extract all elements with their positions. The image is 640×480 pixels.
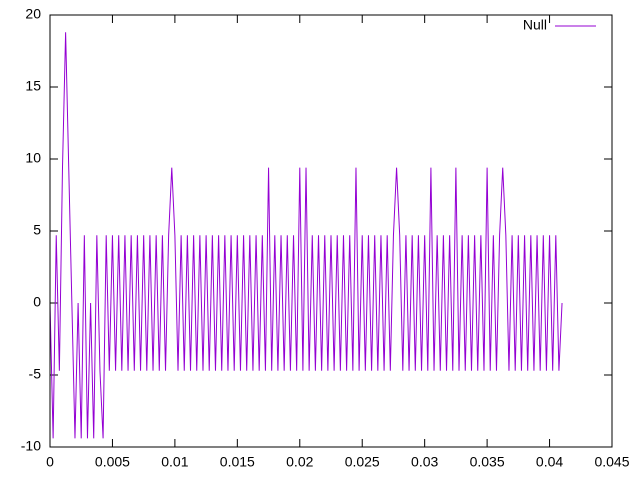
plot-border (49, 14, 613, 448)
x-tick-label: 0.02 (286, 454, 313, 470)
y-tick-label: 0 (33, 294, 41, 310)
x-tick-label: 0.01 (161, 454, 188, 470)
y-tick-label: -10 (21, 438, 41, 454)
x-tick-label: 0.025 (345, 454, 380, 470)
x-tick-label: 0.005 (95, 454, 130, 470)
y-tick-label: -5 (29, 366, 42, 382)
y-tick-label: 20 (25, 6, 41, 22)
x-tick-label: 0 (46, 454, 54, 470)
y-tick-label: 10 (25, 150, 41, 166)
data-line (49, 32, 563, 439)
x-tick-label: 0.03 (411, 454, 438, 470)
y-tick-label: 5 (33, 222, 41, 238)
y-tick-label: 15 (25, 78, 41, 94)
x-tick-label: 0.015 (220, 454, 255, 470)
legend-label: Null (523, 17, 547, 33)
x-tick-label: 0.04 (536, 454, 563, 470)
x-tick-label: 0.035 (470, 454, 505, 470)
x-tick-label: 0.045 (594, 454, 629, 470)
